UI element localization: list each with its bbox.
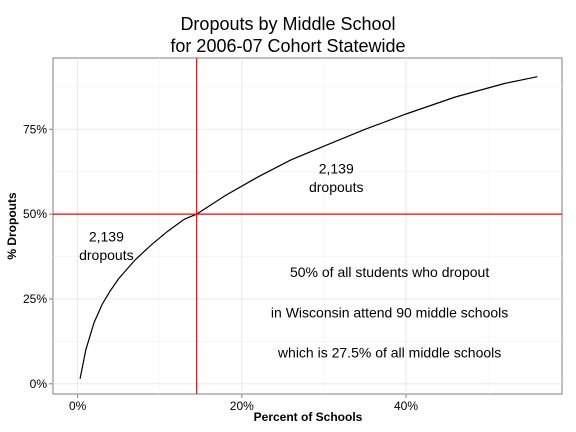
axis-ticks: 0% 20% 40% 0% 25% 50% 75%	[23, 122, 418, 413]
y-tick-label: 25%	[23, 292, 47, 306]
grid	[53, 58, 562, 394]
x-tick-label: 40%	[394, 399, 418, 413]
y-tick-label: 0%	[30, 377, 48, 391]
annotation-text: dropouts	[309, 179, 363, 195]
chart-title-line1: Dropouts by Middle School	[180, 14, 396, 34]
annotation-text: which is 27.5% of all middle schools	[277, 344, 501, 360]
annotation-text: in Wisconsin attend 90 middle schools	[271, 305, 508, 321]
annotation-text: 50% of all students who dropout	[290, 264, 489, 280]
annotation-text: 2,139	[319, 160, 354, 176]
annotation-text: dropouts	[79, 247, 133, 263]
series-layer	[79, 76, 538, 379]
dropout-curve	[79, 76, 538, 379]
plot-panel	[52, 57, 563, 395]
x-tick-label: 0%	[69, 399, 87, 413]
y-tick-label: 75%	[23, 122, 47, 136]
annotation-text: 2,139	[89, 228, 124, 244]
x-tick-label: 20%	[230, 399, 254, 413]
y-tick-label: 50%	[23, 207, 47, 221]
chart-title-line2: for 2006-07 Cohort Statewide	[170, 36, 406, 56]
y-axis-label: % Dropouts	[5, 192, 19, 260]
annotations: 2,139 dropouts 2,139 dropouts 50% of all stu…	[79, 160, 508, 360]
x-axis-label: Percent of Schools	[254, 410, 363, 424]
reference-lines	[53, 58, 562, 394]
